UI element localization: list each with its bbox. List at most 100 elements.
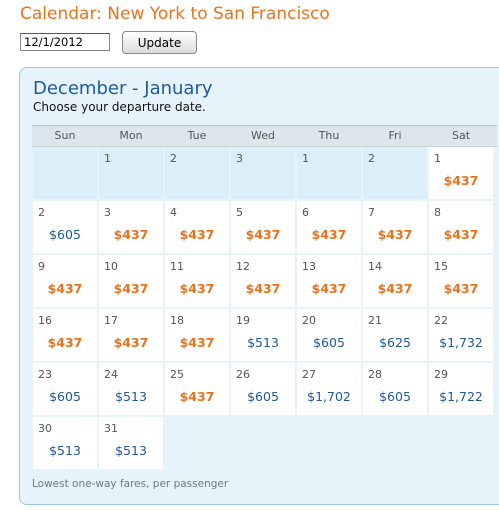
calendar-day-cell[interactable]: 20 $605 xyxy=(297,309,361,361)
fare-price: $437 xyxy=(377,281,413,296)
fare-price: $437 xyxy=(443,227,479,242)
calendar-day-cell[interactable]: 29 $1,722 xyxy=(429,363,493,415)
calendar-day-cell-unavailable: 1 xyxy=(99,147,163,199)
calendar-day-cell[interactable]: 19 $513 xyxy=(231,309,295,361)
calendar-day-cell[interactable]: 10 $437 xyxy=(99,255,163,307)
calendar-day-cell[interactable]: 2 $605 xyxy=(33,201,97,253)
day-number: 10 xyxy=(104,260,118,273)
day-number: 31 xyxy=(104,422,118,435)
calendar-day-cell[interactable]: 7 $437 xyxy=(363,201,427,253)
calendar-day-cell[interactable]: 23 $605 xyxy=(33,363,97,415)
day-number: 18 xyxy=(170,314,184,327)
calendar-day-cell[interactable]: 22 $1,732 xyxy=(429,309,493,361)
page-title: Calendar: New York to San Francisco xyxy=(20,4,330,24)
calendar-day-cell[interactable]: 16 $437 xyxy=(33,309,97,361)
fare-price: $437 xyxy=(113,227,149,242)
day-number: 4 xyxy=(170,206,177,219)
calendar-day-cell[interactable]: 11 $437 xyxy=(165,255,229,307)
day-number: 7 xyxy=(368,206,375,219)
calendar-day-cell[interactable]: 28 $605 xyxy=(363,363,427,415)
fare-price: $605 xyxy=(247,389,279,404)
calendar-grid: 1 2 3 1 2 1 $437 2 $605 3 $437 4 $437 5 $437 6 $437 7 $437… xyxy=(33,147,499,477)
weekday-thu: Thu xyxy=(318,129,340,142)
fare-price: $605 xyxy=(313,335,345,350)
calendar-day-cell[interactable]: 27 $1,702 xyxy=(297,363,361,415)
day-number: 15 xyxy=(434,260,448,273)
day-number: 26 xyxy=(236,368,250,381)
day-number: 16 xyxy=(38,314,52,327)
day-number: 29 xyxy=(434,368,448,381)
calendar-day-cell[interactable]: 1 $437 xyxy=(429,147,493,199)
day-number: 22 xyxy=(434,314,448,327)
fare-price: $437 xyxy=(113,335,149,350)
day-number: 6 xyxy=(302,206,309,219)
calendar-day-cell[interactable]: 5 $437 xyxy=(231,201,295,253)
calendar-day-cell[interactable]: 8 $437 xyxy=(429,201,493,253)
calendar-day-cell[interactable]: 30 $513 xyxy=(33,417,97,469)
calendar-day-cell[interactable]: 31 $513 xyxy=(99,417,163,469)
day-number: 3 xyxy=(236,152,243,165)
fare-price: $437 xyxy=(245,227,281,242)
weekday-header-row: Sun Mon Tue Wed Thu Fri Sat xyxy=(32,125,497,147)
day-number: 24 xyxy=(104,368,118,381)
day-number: 1 xyxy=(434,152,441,165)
instruction-text: Choose your departure date. xyxy=(33,100,206,114)
calendar-day-cell[interactable]: 9 $437 xyxy=(33,255,97,307)
calendar-day-cell[interactable]: 15 $437 xyxy=(429,255,493,307)
fare-price: $513 xyxy=(115,443,147,458)
fare-price: $513 xyxy=(49,443,81,458)
calendar-day-cell-unavailable: 1 xyxy=(297,147,361,199)
calendar-day-cell[interactable]: 24 $513 xyxy=(99,363,163,415)
calendar-panel: December - January Choose your departure… xyxy=(19,67,499,505)
fare-price: $437 xyxy=(443,281,479,296)
weekday-tue: Tue xyxy=(187,129,207,142)
weekday-mon: Mon xyxy=(119,129,143,142)
update-button[interactable]: Update xyxy=(122,31,197,54)
calendar-day-cell[interactable]: 4 $437 xyxy=(165,201,229,253)
fare-price: $437 xyxy=(47,281,83,296)
day-number: 11 xyxy=(170,260,184,273)
calendar-day-cell[interactable]: 6 $437 xyxy=(297,201,361,253)
calendar-day-cell[interactable]: 25 $437 xyxy=(165,363,229,415)
weekday-sat: Sat xyxy=(451,129,471,142)
month-title: December - January xyxy=(33,78,213,99)
weekday-fri: Fri xyxy=(388,129,402,142)
fare-price: $513 xyxy=(115,389,147,404)
calendar-day-cell[interactable]: 14 $437 xyxy=(363,255,427,307)
day-number: 23 xyxy=(38,368,52,381)
fare-price: $1,732 xyxy=(439,335,483,350)
fare-price: $437 xyxy=(179,281,215,296)
fare-price: $437 xyxy=(179,227,215,242)
calendar-day-cell[interactable]: 12 $437 xyxy=(231,255,295,307)
fare-price: $605 xyxy=(379,389,411,404)
day-number: 8 xyxy=(434,206,441,219)
fare-price: $625 xyxy=(379,335,411,350)
day-number: 12 xyxy=(236,260,250,273)
fare-price: $605 xyxy=(49,227,81,242)
calendar-day-cell[interactable]: 13 $437 xyxy=(297,255,361,307)
day-number: 27 xyxy=(302,368,316,381)
fare-price: $437 xyxy=(179,389,215,404)
day-number: 19 xyxy=(236,314,250,327)
day-number: 9 xyxy=(38,260,45,273)
calendar-day-cell[interactable]: 17 $437 xyxy=(99,309,163,361)
day-number: 28 xyxy=(368,368,382,381)
departure-date-input[interactable] xyxy=(20,33,110,51)
day-number: 5 xyxy=(236,206,243,219)
day-number: 17 xyxy=(104,314,118,327)
calendar-day-cell[interactable]: 3 $437 xyxy=(99,201,163,253)
fare-price: $513 xyxy=(247,335,279,350)
fare-price: $437 xyxy=(311,281,347,296)
calendar-day-cell[interactable]: 21 $625 xyxy=(363,309,427,361)
day-number: 1 xyxy=(104,152,111,165)
day-number: 1 xyxy=(302,152,309,165)
fare-price: $437 xyxy=(179,335,215,350)
calendar-day-cell[interactable]: 18 $437 xyxy=(165,309,229,361)
day-number: 25 xyxy=(170,368,184,381)
fare-price: $605 xyxy=(49,389,81,404)
calendar-day-cell[interactable]: 26 $605 xyxy=(231,363,295,415)
day-number: 3 xyxy=(104,206,111,219)
fare-price: $437 xyxy=(47,335,83,350)
fare-price: $437 xyxy=(311,227,347,242)
day-number: 2 xyxy=(170,152,177,165)
